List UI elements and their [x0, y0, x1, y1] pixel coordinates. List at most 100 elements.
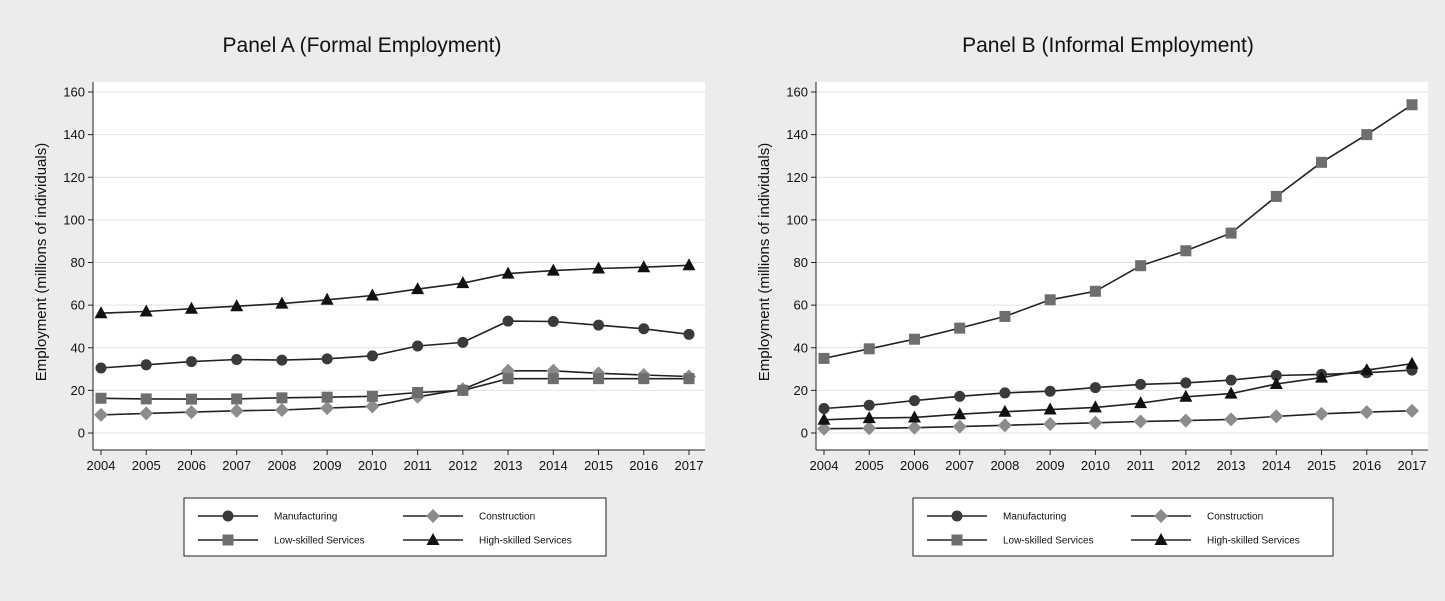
data-point-high-skilled-services [1405, 356, 1419, 369]
panel-b-axes: 0 20 40 60 80 100 120 140 160 2004 2005 2006 2007 200… [786, 82, 1428, 473]
series-line-construction [100, 369, 690, 416]
x-tick-label: 2006 [900, 458, 929, 473]
panel-a-plot-frame [93, 82, 705, 450]
data-point-low-skilled-services [999, 310, 1011, 322]
data-point-construction [952, 419, 967, 434]
data-point-manufacturing [502, 315, 514, 327]
data-point-low-skilled-services [683, 373, 695, 385]
data-point-high-skilled-services [1088, 400, 1102, 413]
data-point-manufacturing [1044, 385, 1056, 397]
x-tick-label: 2010 [358, 458, 387, 473]
y-tick-label: 160 [63, 85, 85, 100]
data-point-construction [1088, 415, 1103, 430]
legend-marker [1154, 533, 1168, 545]
panel-a-title: Panel A (Formal Employment) [223, 34, 502, 57]
data-point-construction [817, 421, 831, 436]
data-point-high-skilled-services [817, 412, 831, 425]
legend-marker [222, 534, 234, 546]
x-tick-label: 2013 [1217, 458, 1246, 473]
x-tick-label: 2011 [404, 458, 432, 473]
data-point-high-skilled-services [907, 410, 921, 423]
data-point-construction [184, 405, 199, 420]
data-point-low-skilled-services [140, 393, 152, 405]
x-tick-label: 2007 [222, 458, 251, 473]
data-point-manufacturing [1180, 377, 1192, 389]
x-tick-label: 2017 [1398, 458, 1427, 473]
data-point-construction [1133, 414, 1148, 429]
data-point-construction [1359, 405, 1374, 420]
legend-label: Low-skilled Services [1003, 536, 1094, 547]
data-point-construction [997, 418, 1012, 433]
legend-marker [951, 510, 963, 522]
data-point-construction [862, 421, 877, 436]
data-point-high-skilled-services [411, 282, 425, 295]
data-point-low-skilled-services [818, 352, 830, 364]
data-point-high-skilled-services [862, 411, 876, 424]
data-point-low-skilled-services [547, 373, 559, 385]
legend-box [183, 497, 607, 557]
y-tick-label: 40 [794, 340, 808, 355]
x-tick-label: 2013 [494, 458, 523, 473]
series-line-construction [823, 410, 1413, 430]
data-point-high-skilled-services [637, 260, 651, 273]
panel-a-axes: 0 20 40 60 80 100 120 140 160 2004 2005 2006 2007 200… [63, 82, 705, 473]
x-tick-label: 2008 [267, 458, 296, 473]
y-tick-label: 20 [794, 383, 808, 398]
x-tick-label: 2007 [945, 458, 974, 473]
data-point-manufacturing [140, 359, 152, 371]
x-tick-label: 2006 [177, 458, 206, 473]
x-tick-label: 2012 [1171, 458, 1200, 473]
x-tick-label: 2004 [810, 458, 839, 473]
data-point-manufacturing [321, 353, 333, 365]
x-tick-label: 2009 [313, 458, 342, 473]
data-point-low-skilled-services [908, 333, 920, 345]
panel-b-series [817, 99, 1419, 436]
data-point-low-skilled-services [95, 392, 107, 404]
data-point-construction [274, 402, 289, 417]
data-point-low-skilled-services [1135, 260, 1147, 272]
y-tick-label: 20 [71, 383, 85, 398]
data-point-construction [1269, 409, 1284, 424]
data-point-high-skilled-services [1315, 370, 1329, 383]
panel-b-title: Panel B (Informal Employment) [962, 34, 1254, 57]
data-point-low-skilled-services [366, 390, 378, 402]
data-point-high-skilled-services [139, 304, 153, 317]
x-tick-label: 2008 [990, 458, 1019, 473]
data-point-high-skilled-services [230, 299, 244, 312]
data-point-construction [1224, 412, 1239, 427]
legend-box [912, 497, 1334, 557]
data-point-low-skilled-services [231, 393, 243, 405]
x-tick-label: 2016 [629, 458, 658, 473]
data-point-manufacturing [954, 390, 966, 402]
data-point-low-skilled-services [412, 387, 424, 399]
data-point-construction [1314, 406, 1329, 421]
y-tick-label: 160 [786, 85, 808, 100]
series-line-high-skilled-services [823, 362, 1413, 421]
panel-a-y-axis-label: Employment (millions of individuals) [33, 143, 50, 381]
data-point-low-skilled-services [457, 384, 469, 396]
panel-a-series [94, 258, 696, 422]
data-point-manufacturing [818, 402, 830, 414]
data-point-manufacturing [185, 356, 197, 368]
y-tick-label: 80 [794, 255, 808, 270]
data-point-manufacturing [1225, 374, 1237, 386]
data-point-low-skilled-services [185, 393, 197, 405]
y-tick-label: 140 [63, 127, 85, 142]
data-point-high-skilled-services [546, 263, 560, 276]
data-point-low-skilled-services [276, 392, 288, 404]
legend-label: High-skilled Services [1207, 536, 1300, 547]
series-line-manufacturing [100, 320, 690, 369]
series-line-high-skilled-services [100, 264, 690, 314]
data-point-manufacturing [999, 387, 1011, 399]
data-point-construction [320, 401, 335, 416]
data-point-low-skilled-services [1316, 156, 1328, 168]
data-point-high-skilled-services [456, 276, 470, 289]
data-point-construction [139, 406, 154, 421]
data-point-manufacturing [908, 395, 920, 407]
data-point-low-skilled-services [1225, 227, 1237, 239]
data-point-manufacturing [863, 399, 875, 411]
y-tick-label: 100 [63, 212, 85, 227]
legend-marker [222, 510, 234, 522]
data-point-low-skilled-services [1044, 294, 1056, 306]
